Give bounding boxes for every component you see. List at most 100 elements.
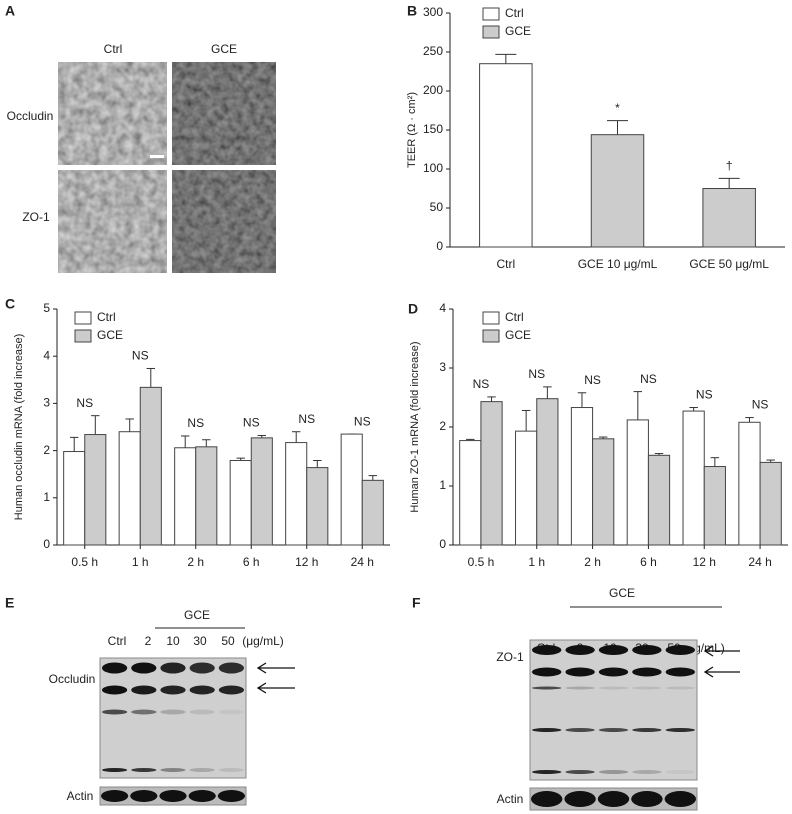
band: [218, 662, 244, 674]
bar: [592, 438, 615, 546]
bar: [306, 467, 329, 546]
band: [189, 685, 215, 695]
annotation: NS: [584, 373, 601, 387]
band: [218, 685, 244, 695]
x-tick-label: GCE 50 μg/mL: [689, 257, 769, 271]
lane-label: 10: [166, 634, 180, 648]
x-tick-label: 12 h: [693, 555, 716, 569]
annotation: NS: [528, 367, 545, 381]
band: [102, 768, 128, 772]
unit-label: (μg/mL): [242, 634, 284, 648]
band: [131, 768, 157, 772]
bar: [479, 63, 533, 248]
legend-label: Ctrl: [505, 6, 524, 20]
bar: [63, 451, 86, 546]
bar: [250, 437, 273, 546]
legend-label: Ctrl: [97, 310, 116, 324]
annotation: NS: [298, 412, 315, 426]
y-tick-label: 0: [436, 239, 443, 253]
row-label: Occludin: [49, 672, 96, 686]
bar: [738, 421, 761, 546]
band: [102, 685, 128, 695]
legend-label: GCE: [97, 328, 123, 342]
band: [218, 709, 244, 715]
x-tick-label: GCE 10 μg/mL: [578, 257, 658, 271]
bar: [480, 401, 503, 546]
bar: [590, 134, 645, 248]
y-tick-label: 3: [43, 396, 50, 410]
band: [189, 662, 215, 674]
lane-label: 30: [193, 634, 207, 648]
annotation: NS: [187, 416, 204, 430]
band: [665, 667, 695, 677]
y-tick-label: 200: [423, 83, 443, 97]
annotation: NS: [640, 372, 657, 386]
bar: [361, 479, 384, 546]
band: [565, 645, 595, 655]
x-tick-label: 2 h: [187, 555, 204, 569]
legend-swatch: [482, 311, 500, 325]
y-tick-label: 250: [423, 44, 443, 58]
band: [159, 790, 187, 802]
bar: [340, 433, 363, 546]
bar: [285, 442, 308, 546]
blot: [99, 657, 247, 779]
x-tick-label: 0.5 h: [71, 555, 98, 569]
x-tick-label: 24 h: [351, 555, 374, 569]
group-label: GCE: [184, 608, 210, 622]
x-tick-label: 1 h: [528, 555, 545, 569]
annotation: *: [615, 101, 620, 115]
lane-label: 50: [221, 634, 235, 648]
band: [598, 770, 629, 774]
band: [130, 790, 158, 802]
band: [218, 768, 244, 772]
band: [565, 686, 595, 690]
band: [565, 728, 595, 732]
band: [217, 790, 245, 802]
micrograph: [58, 170, 167, 273]
x-tick-label: Ctrl: [496, 257, 515, 271]
bar: [702, 188, 756, 248]
annotation: NS: [752, 398, 769, 412]
panel-label: E: [5, 595, 14, 611]
bar: [626, 419, 649, 546]
y-tick-label: 1: [43, 490, 50, 504]
band: [632, 645, 662, 655]
x-tick-label: 12 h: [295, 555, 318, 569]
band: [102, 709, 128, 715]
band: [598, 645, 629, 655]
band: [664, 791, 696, 807]
legend-swatch: [74, 329, 92, 343]
panel-label: D: [408, 301, 418, 317]
lane-label: 2: [145, 634, 152, 648]
column-label: GCE: [211, 42, 237, 56]
y-tick-label: 2: [439, 419, 446, 433]
y-tick-label: 4: [43, 348, 50, 362]
x-tick-label: 24 h: [748, 555, 771, 569]
legend-label: GCE: [505, 24, 531, 38]
y-axis-label: TEER (Ω · cm²): [406, 92, 418, 168]
legend-swatch: [74, 311, 92, 325]
y-tick-label: 1: [439, 478, 446, 492]
x-tick-label: 0.5 h: [468, 555, 495, 569]
bar: [647, 454, 671, 546]
column-label: Ctrl: [104, 42, 123, 56]
group-label: GCE: [609, 586, 635, 600]
y-tick-label: 150: [423, 122, 443, 136]
band: [102, 662, 128, 674]
y-tick-label: 100: [423, 161, 443, 175]
band: [532, 645, 562, 655]
y-tick-label: 2: [43, 443, 50, 457]
panel-label: A: [5, 3, 15, 19]
band: [188, 790, 216, 802]
band: [532, 728, 562, 732]
y-tick-label: 0: [43, 537, 50, 551]
band: [160, 768, 186, 772]
bar: [459, 440, 482, 546]
bar: [84, 434, 107, 546]
bar: [515, 430, 538, 546]
row-label: Actin: [497, 792, 524, 806]
band: [101, 790, 129, 802]
panel-label: C: [5, 296, 15, 312]
